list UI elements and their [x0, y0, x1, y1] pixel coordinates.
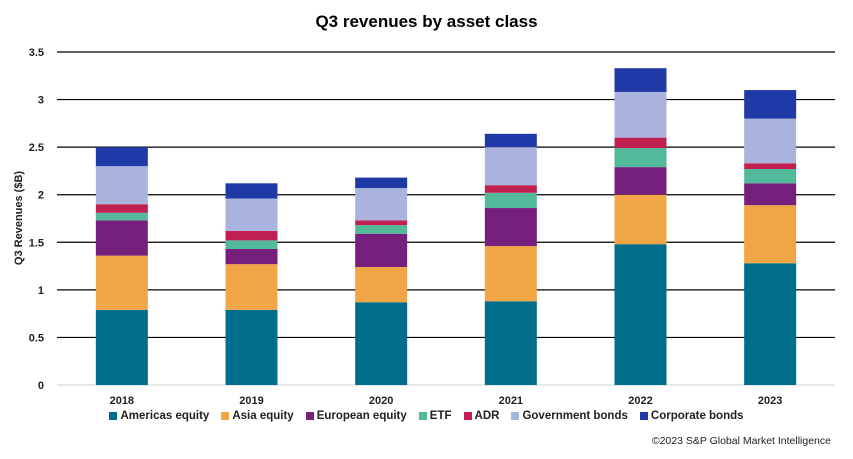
bar-segment	[484, 192, 537, 209]
y-tick-label: 1.5	[29, 237, 44, 249]
y-tick-label: 0	[38, 380, 44, 392]
bar-segment	[225, 264, 278, 310]
x-tick-label: 2023	[758, 395, 782, 407]
bar-segment	[744, 163, 797, 170]
legend-swatch	[639, 412, 648, 420]
legend: Americas equity Asia equity European equit…	[0, 410, 853, 422]
legend-swatch	[221, 412, 230, 420]
bar-segment	[614, 68, 667, 92]
bar-segment	[484, 301, 537, 385]
legend-item: Americas equity	[109, 410, 209, 422]
bar-segment	[484, 147, 537, 186]
bar-segment	[484, 208, 537, 247]
bar-segment	[744, 263, 797, 385]
legend-label: Asia equity	[232, 410, 294, 422]
bar-segment	[355, 220, 408, 226]
bar-segment	[95, 204, 148, 213]
legend-label: Corporate bonds	[650, 410, 744, 422]
legend-item: ADR	[463, 410, 500, 422]
bar-segment	[225, 240, 278, 249]
x-tick-label: 2019	[239, 395, 263, 407]
bar-segment	[744, 118, 797, 164]
y-tick-label: 2	[38, 190, 44, 202]
bar-segment	[355, 225, 408, 234]
bar-segment	[744, 205, 797, 264]
bar-segment	[225, 248, 278, 265]
legend-item: ETF	[418, 410, 452, 422]
bar-segment	[95, 166, 148, 205]
y-tick-label: 1	[38, 285, 44, 297]
legend-item: Asia equity	[221, 410, 294, 422]
legend-swatch	[109, 412, 118, 420]
bar-segment	[225, 183, 278, 199]
bar-segment	[484, 185, 537, 193]
bar-segment	[95, 212, 148, 221]
legend-swatch	[418, 412, 427, 420]
bar-segment	[355, 302, 408, 385]
legend-item: European equity	[305, 410, 407, 422]
chart-title: Q3 revenues by asset class	[315, 12, 538, 31]
legend-swatch	[305, 412, 314, 420]
bar-segment	[614, 194, 667, 245]
bar-segment	[225, 230, 278, 241]
bar-segment	[355, 233, 408, 268]
copyright-credit: ©2023 S&P Global Market Intelligence	[651, 435, 831, 447]
bar-segment	[355, 177, 408, 189]
legend-label: Government bonds	[522, 410, 628, 422]
y-tick-label: 3.5	[29, 47, 44, 59]
y-tick-label: 0.5	[29, 332, 44, 344]
bar-segment	[614, 244, 667, 385]
bar-segment	[225, 309, 278, 385]
bar-segment	[355, 188, 408, 221]
y-tick-label: 3	[38, 95, 44, 107]
legend-swatch	[511, 412, 520, 420]
y-axis-label: Q3 Revenues ($B)	[13, 171, 25, 265]
bar-segment	[744, 169, 797, 184]
bar-segment	[225, 198, 278, 231]
bar-segment	[484, 246, 537, 302]
bar-segment	[484, 133, 537, 148]
bar-segment	[355, 267, 408, 303]
bar-segment	[95, 220, 148, 256]
legend-item: Government bonds	[511, 410, 628, 422]
bar-segment	[614, 167, 667, 195]
legend-label: ETF	[429, 410, 452, 422]
x-tick-label: 2018	[110, 395, 134, 407]
bar-segment	[95, 309, 148, 385]
bar-segment	[614, 91, 667, 138]
legend-label: ADR	[474, 410, 500, 422]
bar-segment	[95, 147, 148, 167]
legend-swatch	[463, 412, 472, 420]
x-tick-label: 2022	[628, 395, 652, 407]
x-tick-label: 2020	[369, 395, 393, 407]
legend-item: Corporate bonds	[639, 410, 744, 422]
bar-segment	[744, 183, 797, 206]
bar-segment	[744, 90, 797, 119]
legend-label: Americas equity	[120, 410, 210, 422]
y-tick-label: 2.5	[29, 142, 44, 154]
legend-label: European equity	[316, 410, 407, 422]
x-tick-label: 2021	[499, 395, 523, 407]
bar-segment	[95, 255, 148, 310]
bar-segment	[614, 137, 667, 149]
bar-segment	[614, 148, 667, 168]
